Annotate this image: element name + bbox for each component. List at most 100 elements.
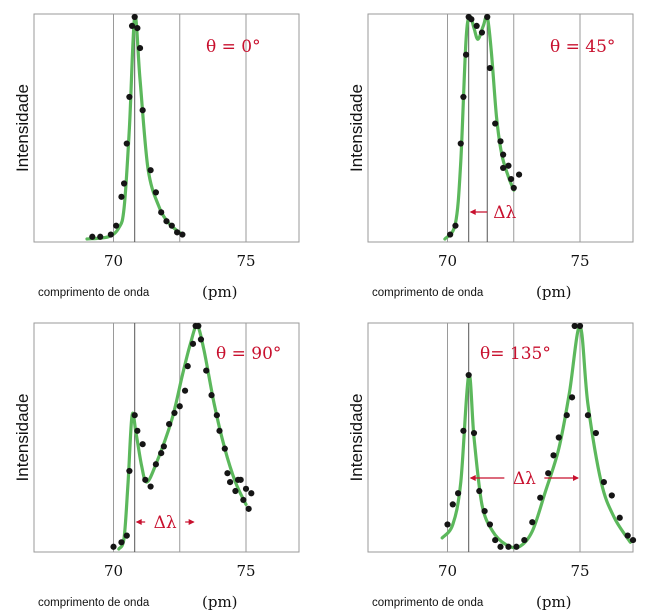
data-point [447, 231, 454, 238]
data-point [492, 120, 499, 127]
y-axis-label: Intensidade [347, 394, 366, 482]
data-point [584, 412, 592, 419]
data-point [608, 492, 615, 499]
data-point [452, 222, 459, 229]
data-point [142, 476, 149, 483]
fit-curve [443, 14, 516, 241]
data-point [97, 233, 104, 240]
data-point [521, 536, 528, 544]
data-point [139, 441, 146, 448]
data-point [134, 427, 141, 434]
data-point [126, 467, 133, 475]
x-tick-label: 75 [570, 562, 589, 580]
data-point [629, 536, 637, 544]
x-tick-label: 70 [438, 252, 457, 270]
data-point [468, 16, 475, 23]
data-point [505, 162, 512, 169]
plot-frame [367, 13, 634, 243]
y-axis-label: Intensidade [13, 84, 32, 172]
x-axis-unit: (pm) [202, 593, 238, 611]
data-point [460, 93, 467, 101]
data-point [457, 140, 464, 147]
data-point [600, 479, 607, 486]
data-point [486, 521, 493, 528]
data-point [486, 64, 493, 72]
data-point [118, 539, 125, 546]
data-point [152, 189, 159, 196]
data-point [232, 487, 239, 495]
data-point [555, 434, 562, 441]
delta-lambda-label: Δλ [513, 469, 536, 489]
data-point [465, 371, 472, 379]
data-point [481, 507, 488, 515]
data-point [166, 421, 173, 428]
delta-lambda-marker: Δλ [469, 469, 579, 489]
data-point [89, 233, 96, 240]
angle-annotation: θ = 45° [550, 37, 615, 57]
x-tick-label: 75 [570, 252, 589, 270]
data-point [242, 485, 250, 492]
data-point [147, 483, 154, 490]
data-point [158, 209, 165, 216]
x-tick-label: 75 [236, 562, 255, 580]
x-tick-label: 70 [438, 562, 457, 580]
data-point [224, 470, 231, 477]
data-point [476, 487, 483, 495]
data-point [510, 184, 517, 192]
data-point [131, 13, 138, 21]
data-point [478, 29, 486, 36]
data-point [545, 470, 552, 477]
data-point [444, 521, 451, 528]
panel-theta-135: Δλ θ= 135° 70 75 comprimento de onda (pm) Inte… [347, 322, 637, 611]
data-point [240, 496, 247, 504]
data-point [237, 476, 244, 483]
delta-arrowhead [188, 519, 195, 525]
data-point [160, 443, 167, 450]
data-point [529, 519, 536, 526]
data-point [168, 222, 175, 229]
plot-frame [33, 13, 300, 243]
x-tick-label: 70 [104, 252, 123, 270]
x-tick-label: 75 [236, 252, 255, 270]
data-point [121, 180, 128, 187]
data-point [473, 22, 480, 29]
data-point [118, 193, 125, 200]
data-point [616, 514, 623, 521]
x-axis-unit: (pm) [536, 283, 572, 301]
delta-lambda-marker: Δλ [469, 203, 517, 223]
data-point [484, 13, 491, 21]
data-point [500, 151, 507, 158]
delta-arrowhead [135, 519, 142, 525]
data-point [568, 394, 576, 401]
delta-arrowhead [469, 475, 476, 481]
data-point [176, 403, 183, 410]
panel-theta-0: θ = 0° 70 75 comprimento de onda (pm) Intensi… [13, 13, 300, 301]
data-point [470, 429, 478, 437]
data-point [123, 140, 130, 147]
x-axis-label: comprimento de onda [38, 287, 150, 299]
data-point [136, 44, 144, 52]
data-point [197, 336, 205, 343]
data-point [492, 536, 499, 544]
data-point [126, 93, 133, 101]
data-point [227, 479, 234, 486]
data-point [128, 22, 136, 29]
panel-theta-45: Δλ θ = 45° 70 75 comprimento de onda (pm) Inte… [347, 13, 634, 301]
angle-annotation: θ = 90° [216, 344, 281, 364]
data-point [550, 452, 557, 459]
data-point [248, 490, 255, 497]
data-point [195, 322, 202, 330]
x-axis-label: comprimento de onda [372, 597, 484, 609]
data-point [571, 322, 578, 330]
x-axis-unit: (pm) [536, 593, 572, 611]
x-axis-label: comprimento de onda [372, 287, 484, 299]
data-point [500, 164, 507, 172]
delta-lambda-label: Δλ [493, 203, 516, 223]
data-point [113, 222, 120, 229]
delta-arrowhead [573, 475, 579, 481]
delta-arrowhead [469, 209, 476, 215]
data-point [455, 490, 462, 497]
data-point [563, 412, 570, 419]
data-point [460, 427, 467, 434]
